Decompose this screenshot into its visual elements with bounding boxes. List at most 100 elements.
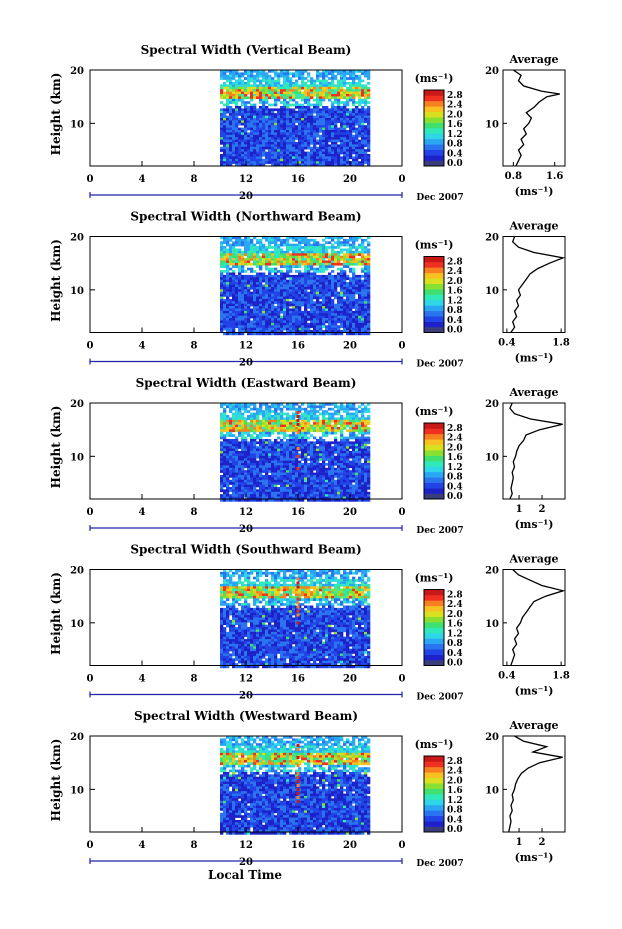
heatmap-cell (265, 332, 269, 336)
month-label: Dec 2007 (416, 360, 463, 370)
heatmap-cell (355, 453, 359, 457)
heatmap-cell (367, 427, 371, 430)
heatmap-cell (358, 127, 362, 131)
heatmap-cell (307, 417, 311, 421)
heatmap-cell (238, 139, 242, 143)
heatmap-cell (277, 72, 281, 76)
heatmap-cell (262, 286, 266, 290)
heatmap-cell (241, 448, 245, 452)
heatmap-cell (352, 163, 356, 167)
heatmap-cell (253, 91, 257, 95)
heatmap-cell (262, 258, 266, 261)
heatmap-cell (358, 405, 362, 409)
heatmap-cell (280, 258, 284, 261)
heatmap-cell (292, 439, 296, 442)
heatmap-cell (337, 407, 341, 411)
heatmap-cell (319, 151, 323, 155)
heatmap-cell (271, 139, 275, 143)
heatmap-cell (232, 86, 236, 90)
heatmap-cell (235, 458, 239, 461)
heatmap-cell (343, 94, 347, 97)
heatmap-cell (229, 236, 233, 240)
heatmap-cell (274, 122, 278, 126)
heatmap-cell (310, 122, 314, 126)
heatmap-cell (328, 448, 332, 452)
heatmap-cell (271, 463, 275, 466)
heatmap-cell (316, 313, 320, 316)
heatmap-cell (283, 289, 287, 292)
heatmap-cell (250, 106, 254, 109)
heatmap-cell (253, 289, 257, 292)
heatmap-cell (244, 262, 248, 266)
heatmap-cell (364, 422, 368, 425)
heatmap-cell (340, 318, 344, 321)
heatmap-cell (310, 417, 314, 421)
heatmap-cell (253, 156, 257, 160)
heatmap-cell (367, 458, 371, 461)
heatmap-cell (298, 127, 302, 131)
heatmap-cell (301, 137, 305, 140)
heatmap-cell (259, 72, 263, 76)
heatmap-cell (289, 282, 293, 285)
heatmap-cell (229, 156, 233, 160)
heatmap-cell (220, 125, 224, 128)
heatmap-cell (253, 151, 257, 155)
heatmap-cell (343, 318, 347, 321)
heatmap-cell (325, 262, 329, 266)
heatmap-cell (295, 243, 299, 247)
heatmap-cell (223, 108, 227, 112)
heatmap-cell (283, 325, 287, 328)
heatmap-cell (235, 163, 239, 167)
heatmap-cell (346, 82, 350, 85)
heatmap-cell (361, 144, 365, 148)
heatmap-cell (286, 308, 290, 312)
heatmap-cell (223, 284, 227, 288)
heatmap-cell (295, 298, 299, 302)
heatmap-cell (280, 277, 284, 280)
heatmap-cell (325, 427, 329, 430)
heatmap-cell (262, 463, 266, 466)
heatmap-cell (313, 260, 317, 264)
heatmap-cell (286, 265, 290, 268)
heatmap-cell (304, 132, 308, 136)
heatmap-cell (331, 243, 335, 247)
heatmap-cell (304, 318, 308, 321)
heatmap-cell (313, 303, 317, 307)
heatmap-cell (247, 127, 251, 131)
heatmap-cell (352, 467, 356, 471)
heatmap-cell (310, 130, 314, 133)
heatmap-cell (247, 113, 251, 116)
heatmap-cell (247, 417, 251, 421)
heatmap-cell (283, 118, 287, 121)
heatmap-cell (277, 132, 281, 136)
heatmap-cell (244, 72, 248, 76)
heatmap-cell (295, 310, 299, 314)
colorbar-tick-label: 2.4 (447, 101, 463, 111)
heatmap-cell (355, 460, 359, 464)
heatmap-cell (229, 465, 233, 469)
heatmap-cell (337, 144, 341, 148)
heatmap-cell (250, 322, 254, 326)
heatmap-cell (262, 310, 266, 314)
heatmap-cell (337, 330, 341, 333)
heatmap-cell (241, 274, 245, 278)
heatmap-cell (307, 84, 311, 88)
heatmap-cell (331, 419, 335, 423)
heatmap-cell (235, 154, 239, 157)
heatmap-cell (337, 453, 341, 457)
heatmap-cell (244, 134, 248, 138)
heatmap-cell (358, 303, 362, 307)
heatmap-cell (319, 448, 323, 452)
heatmap-cell (343, 91, 347, 95)
heatmap-cell (295, 151, 299, 155)
heatmap-cell (364, 294, 368, 297)
heatmap-cell (325, 156, 329, 160)
heatmap-cell (259, 260, 263, 264)
heatmap-cell (358, 258, 362, 261)
heatmap-cell (343, 463, 347, 466)
heatmap-cell (367, 448, 371, 452)
heatmap-cell (277, 308, 281, 312)
heatmap-cell (328, 407, 332, 411)
heatmap-cell (289, 253, 293, 256)
heatmap-cell (343, 330, 347, 333)
